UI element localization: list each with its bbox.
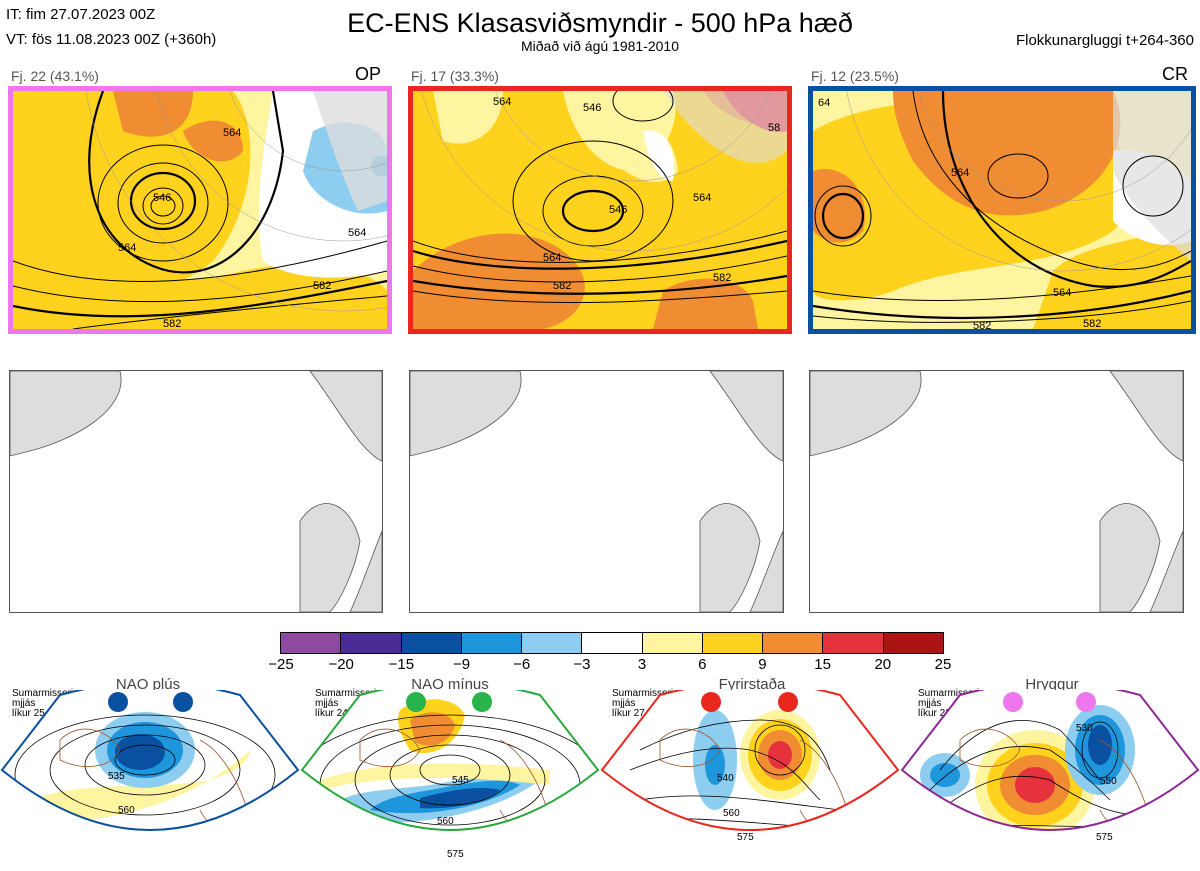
cluster-3-contour-label: 582 <box>973 320 991 329</box>
cluster-2-contour-label: 546 <box>583 102 601 114</box>
regime-4-note: Sumarmisseri mjjás líkur 22,9% <box>918 688 980 719</box>
colorbar-segment <box>460 633 522 653</box>
colorbar-tick-label: 9 <box>758 656 767 673</box>
cluster-1-map[interactable]: 546 564 582 564 582 564 <box>8 86 392 334</box>
cluster-1-label: Fj. 22 (43.1%) <box>11 68 99 84</box>
cluster-1-contour-label: 564 <box>223 127 241 139</box>
regime-4-contour-label: 550 <box>1100 776 1117 787</box>
cluster-1-contour-label: 564 <box>348 227 366 239</box>
cluster-3-tag: CR <box>1162 64 1188 84</box>
cluster-3-contour-label: 564 <box>1053 287 1071 299</box>
regime-1-marker <box>108 692 128 712</box>
cluster-2-contour-label: 564 <box>693 192 711 204</box>
regime-4-marker <box>1003 692 1023 712</box>
valid-time: VT: fös 11.08.2023 00Z (+360h) <box>6 31 217 48</box>
colorbar-segment <box>762 633 823 653</box>
colorbar-tick-label: −9 <box>452 656 471 673</box>
regime-1-contour-label: 560 <box>118 805 135 816</box>
colorbar <box>280 632 944 654</box>
regime-3-title: Fyrirstaða <box>718 676 786 693</box>
regime-3-marker <box>778 692 798 712</box>
regime-2-note: Sumarmisseri mjjás líkur 24,2% <box>315 688 377 719</box>
cluster-1-tag: OP <box>355 64 382 84</box>
colorbar-segment <box>701 633 763 653</box>
colorbar-segment <box>581 633 642 653</box>
regime-3-contour-label: 540 <box>717 773 734 784</box>
cluster-3-contour-label: 64 <box>818 97 830 109</box>
cluster-2-anomaly-field: 546 564 582 564 582 546 564 58 <box>413 91 787 329</box>
regime-2-title: NAO mínus <box>411 676 489 693</box>
cluster-1-anomaly-field: 546 564 582 564 582 564 <box>13 91 387 329</box>
colorbar-tick-label: 15 <box>814 656 831 673</box>
regime-2-contour-label: 560 <box>437 816 454 827</box>
colorbar-segment <box>281 633 341 653</box>
regime-3-note: Sumarmisseri mjjás líkur 27,3% <box>612 688 674 719</box>
regime-1-contour-label: 535 <box>108 771 125 782</box>
colorbar-tick-label: −20 <box>328 656 354 673</box>
regime-4-contour-label: 530 <box>1076 723 1093 734</box>
regime-2-contour-label: 575 <box>447 849 464 860</box>
regime-1-title: NAO plús <box>115 676 181 693</box>
regime-1-marker <box>173 692 193 712</box>
cluster-2-spread-map[interactable] <box>409 370 784 613</box>
cluster-2-label: Fj. 17 (33.3%) <box>411 68 499 84</box>
coastline-map <box>10 371 382 612</box>
colorbar-segment <box>882 633 943 653</box>
colorbar-tick-label: 3 <box>637 656 647 673</box>
cluster-2-contour-label: 58 <box>768 122 780 134</box>
colorbar-tick-label: 20 <box>874 656 892 673</box>
regime-3-contour-label: 560 <box>723 808 740 819</box>
cluster-1-spread-map[interactable] <box>9 370 383 613</box>
cluster-3-map[interactable]: 564 564 582 582 64 <box>808 86 1196 334</box>
colorbar-segment <box>340 633 401 653</box>
cluster-2-map[interactable]: 546 564 582 564 582 546 564 58 <box>408 86 792 334</box>
page-subtitle: Miðað við ágú 1981-2010 <box>520 38 679 54</box>
regime-4-marker <box>1076 692 1096 712</box>
cluster-3-anomaly-field: 564 564 582 582 64 <box>813 91 1191 329</box>
colorbar-tick-label: 25 <box>934 656 952 673</box>
regime-1-map <box>2 690 298 830</box>
cluster-2-contour-label: 582 <box>553 280 571 292</box>
regime-4-title: Hryggur <box>1025 676 1079 693</box>
colorbar-tick-label: −15 <box>388 656 415 673</box>
regime-4-contour-label: 575 <box>1096 832 1113 843</box>
coastline-map <box>810 371 1183 612</box>
cluster-2-contour-label: 564 <box>493 96 511 108</box>
colorbar-segment <box>822 633 883 653</box>
regime-3-map <box>602 690 898 830</box>
colorbar-segment <box>400 633 461 653</box>
regime-2-marker <box>406 692 426 712</box>
regime-3-marker <box>701 692 721 712</box>
cluster-1-contour-label: 582 <box>313 280 331 292</box>
cluster-2-contour-label: 564 <box>543 252 561 264</box>
regime-1-note: Sumarmisseri mjjás líkur 25,6% <box>12 688 74 719</box>
cluster-3-label: Fj. 12 (23.5%) <box>811 68 899 84</box>
regime-4-map <box>902 690 1198 830</box>
cluster-3-contour-label: 564 <box>951 167 969 179</box>
colorbar-tick-label: 6 <box>698 656 707 673</box>
regime-3-contour-label: 575 <box>737 832 754 843</box>
clustering-window: Flokkunargluggi t+264-360 <box>1015 32 1194 49</box>
cluster-1-contour-label: 582 <box>163 318 181 329</box>
colorbar-segment <box>641 633 702 653</box>
colorbar-tick-label: −6 <box>513 656 531 673</box>
regime-2-contour-label: 545 <box>452 775 469 786</box>
regime-maps: 535 560 545 560 575 <box>0 690 1200 860</box>
cluster-3-spread-map[interactable] <box>809 370 1184 613</box>
cluster-3-contour-label: 582 <box>1083 318 1101 329</box>
cluster-1-contour-label: 546 <box>153 192 171 204</box>
colorbar-segment <box>521 633 582 653</box>
regime-2-map <box>302 690 598 830</box>
init-time: IT: fim 27.07.2023 00Z <box>6 6 156 23</box>
colorbar-tick-label: −3 <box>573 656 591 673</box>
cluster-1-contour-label: 564 <box>118 242 136 254</box>
regime-2-marker <box>472 692 492 712</box>
cluster-2-contour-label: 546 <box>609 204 627 216</box>
colorbar-tick-label: −25 <box>268 656 294 673</box>
cluster-2-contour-label: 582 <box>713 272 731 284</box>
page-title: EC-ENS Klasasviðsmyndir - 500 hPa hæð <box>347 8 853 38</box>
coastline-map <box>410 371 783 612</box>
